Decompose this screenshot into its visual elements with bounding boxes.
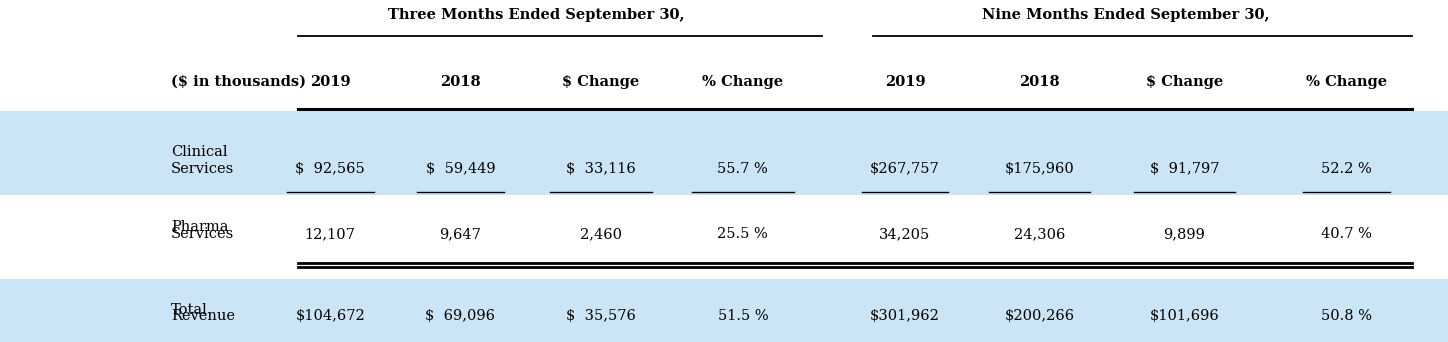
Text: 9,899: 9,899 — [1164, 227, 1205, 241]
Text: 2,460: 2,460 — [579, 227, 623, 241]
Text: 25.5 %: 25.5 % — [717, 227, 769, 241]
Text: 2019: 2019 — [885, 75, 925, 89]
Text: 55.7 %: 55.7 % — [717, 162, 769, 176]
Text: Pharma: Pharma — [171, 221, 229, 234]
Text: 9,647: 9,647 — [440, 227, 481, 241]
Text: Total: Total — [171, 303, 207, 316]
Text: 24,306: 24,306 — [1014, 227, 1066, 241]
Text: $ Change: $ Change — [1145, 75, 1224, 89]
Text: $301,962: $301,962 — [870, 310, 940, 323]
Text: $175,960: $175,960 — [1005, 162, 1074, 176]
Text: $ Change: $ Change — [562, 75, 640, 89]
Text: 12,107: 12,107 — [304, 227, 356, 241]
Bar — [0, 111, 1448, 195]
Text: Nine Months Ended September 30,: Nine Months Ended September 30, — [982, 9, 1270, 22]
Text: $  91,797: $ 91,797 — [1150, 162, 1219, 176]
Text: 52.2 %: 52.2 % — [1321, 162, 1373, 176]
Text: Services: Services — [171, 227, 235, 241]
Text: Services: Services — [171, 162, 235, 176]
Text: $  92,565: $ 92,565 — [295, 162, 365, 176]
Text: ($ in thousands): ($ in thousands) — [171, 75, 306, 89]
Text: 2018: 2018 — [1019, 75, 1060, 89]
Text: 34,205: 34,205 — [879, 227, 931, 241]
Text: 2019: 2019 — [310, 75, 350, 89]
Text: $104,672: $104,672 — [295, 310, 365, 323]
Text: 40.7 %: 40.7 % — [1321, 227, 1373, 241]
Text: 50.8 %: 50.8 % — [1321, 310, 1373, 323]
Text: Three Months Ended September 30,: Three Months Ended September 30, — [388, 9, 685, 22]
Bar — [0, 279, 1448, 342]
Text: $  69,096: $ 69,096 — [426, 310, 495, 323]
Text: % Change: % Change — [1306, 75, 1387, 89]
Text: Revenue: Revenue — [171, 310, 235, 323]
Text: % Change: % Change — [702, 75, 783, 89]
Text: $  35,576: $ 35,576 — [566, 310, 636, 323]
Text: $  33,116: $ 33,116 — [566, 162, 636, 176]
Text: 2018: 2018 — [440, 75, 481, 89]
Text: $267,757: $267,757 — [870, 162, 940, 176]
Text: 51.5 %: 51.5 % — [718, 310, 767, 323]
Text: $101,696: $101,696 — [1150, 310, 1219, 323]
Text: Clinical: Clinical — [171, 145, 227, 159]
Text: $200,266: $200,266 — [1005, 310, 1074, 323]
Text: $  59,449: $ 59,449 — [426, 162, 495, 176]
